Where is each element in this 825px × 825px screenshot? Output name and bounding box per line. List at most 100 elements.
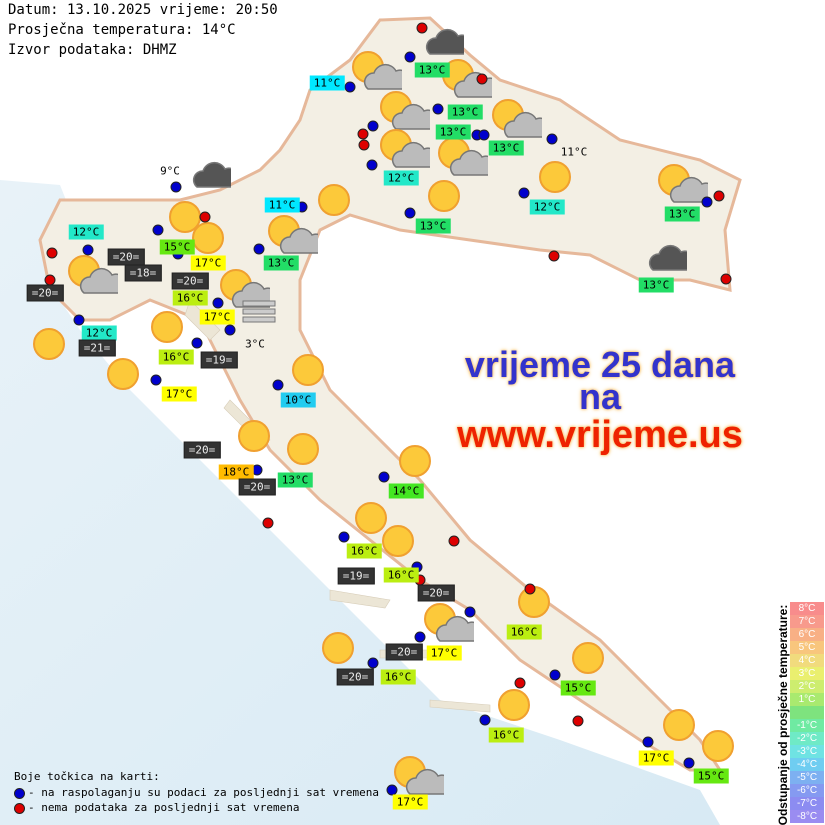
partly-cloudy-icon — [392, 754, 453, 800]
air-temperature-label: 13°C — [447, 104, 483, 120]
station-dot-available[interactable] — [367, 120, 379, 132]
station-dot-available[interactable] — [272, 379, 284, 391]
partly-cloudy-icon — [422, 601, 483, 647]
station-dot-unavailable[interactable] — [448, 535, 460, 547]
scale-step: -6°C — [790, 784, 824, 797]
station-dot-unavailable[interactable] — [357, 128, 369, 140]
station-dot-available[interactable] — [549, 669, 561, 681]
partly-cloudy-icon — [656, 162, 717, 208]
station-dot-available[interactable] — [152, 224, 164, 236]
station-dot-available[interactable] — [73, 314, 85, 326]
station-dot-available[interactable] — [338, 531, 350, 543]
station-dot-available[interactable] — [464, 606, 476, 618]
scale-step — [790, 706, 824, 719]
sun-icon — [106, 357, 140, 395]
air-temperature-label: 15°C — [560, 680, 596, 696]
station-dot-available[interactable] — [518, 187, 530, 199]
average-temperature-line: Prosječna temperatura: 14°C — [8, 22, 236, 38]
scale-step: -7°C — [790, 797, 824, 810]
blue-dot-icon — [14, 787, 25, 799]
partly-cloudy-icon — [436, 135, 497, 181]
station-dot-available[interactable] — [378, 471, 390, 483]
air-temperature-label: 16°C — [383, 567, 419, 583]
sea-temperature-label: =20= — [171, 272, 209, 290]
station-dot-available[interactable] — [386, 784, 398, 796]
station-dot-available[interactable] — [191, 337, 203, 349]
air-temperature-label: 14°C — [388, 483, 424, 499]
air-temperature-label: 12°C — [383, 170, 419, 186]
station-dot-available[interactable] — [150, 374, 162, 386]
sea-temperature-label: =20= — [417, 584, 455, 602]
station-dot-available[interactable] — [367, 657, 379, 669]
partly-cloudy-icon — [378, 89, 439, 135]
station-dot-available[interactable] — [404, 207, 416, 219]
air-temperature-label: 13°C — [435, 124, 471, 140]
station-dot-available[interactable] — [432, 103, 444, 115]
station-dot-unavailable[interactable] — [262, 517, 274, 529]
sun-icon — [354, 501, 388, 539]
station-dot-available[interactable] — [404, 51, 416, 63]
air-temperature-label: 13°C — [263, 255, 299, 271]
sun-icon — [291, 353, 325, 391]
station-dot-available[interactable] — [170, 181, 182, 193]
station-dot-available[interactable] — [479, 714, 491, 726]
sun-icon — [427, 179, 461, 217]
sun-icon — [701, 729, 735, 767]
air-temperature-label: 16°C — [488, 727, 524, 743]
air-temperature-label: 17°C — [161, 386, 197, 402]
station-dot-available[interactable] — [642, 736, 654, 748]
sea-temperature-label: =20= — [385, 643, 423, 661]
station-dot-available[interactable] — [478, 129, 490, 141]
sea-temperature-label: =18= — [124, 264, 162, 282]
scale-step: 3°C — [790, 667, 824, 680]
station-dot-unavailable[interactable] — [416, 22, 428, 34]
station-dot-unavailable[interactable] — [358, 139, 370, 151]
promo-line-2: na — [578, 376, 621, 417]
sea-temperature-label: =20= — [26, 284, 64, 302]
air-temperature-label: 18°C — [218, 464, 254, 480]
station-dot-available[interactable] — [414, 631, 426, 643]
station-dot-available[interactable] — [82, 244, 94, 256]
air-temperature-label: 13°C — [277, 472, 313, 488]
station-dot-unavailable[interactable] — [46, 247, 58, 259]
scale-step: 4°C — [790, 654, 824, 667]
sea-temperature-label: =20= — [336, 668, 374, 686]
red-dot-icon — [14, 802, 25, 814]
station-dot-available[interactable] — [366, 159, 378, 171]
station-dot-available[interactable] — [344, 81, 356, 93]
station-dot-unavailable[interactable] — [476, 73, 488, 85]
legend-label: - na raspolaganju su podaci za posljednj… — [28, 786, 379, 799]
station-dot-unavailable[interactable] — [720, 273, 732, 285]
legend-item-unavailable: - nema podataka za posljednji sat vremen… — [14, 801, 300, 814]
station-dot-unavailable[interactable] — [199, 211, 211, 223]
air-temperature-label: 11°C — [560, 145, 588, 159]
air-temperature-label: 17°C — [392, 794, 428, 810]
partly-cloudy-icon — [378, 127, 439, 173]
sun-icon — [32, 327, 66, 365]
date-time-line: Datum: 13.10.2025 vrijeme: 20:50 — [8, 2, 278, 18]
air-temperature-label: 17°C — [426, 645, 462, 661]
station-dot-available[interactable] — [701, 196, 713, 208]
sun-icon — [381, 524, 415, 562]
scale-step: 5°C — [790, 641, 824, 654]
station-dot-available[interactable] — [683, 757, 695, 769]
air-temperature-label: 15°C — [693, 768, 729, 784]
air-temperature-label: 9°C — [160, 164, 180, 178]
air-temperature-label: 11°C — [264, 197, 300, 213]
station-dot-unavailable[interactable] — [713, 190, 725, 202]
scale-step: -8°C — [790, 810, 824, 823]
station-dot-unavailable[interactable] — [524, 583, 536, 595]
station-dot-available[interactable] — [212, 297, 224, 309]
station-dot-unavailable[interactable] — [548, 250, 560, 262]
station-dot-unavailable[interactable] — [514, 677, 526, 689]
station-dot-available[interactable] — [546, 133, 558, 145]
partly-cloudy-icon — [350, 49, 411, 95]
station-dot-available[interactable] — [253, 243, 265, 255]
sun-icon — [321, 631, 355, 669]
sun-icon — [286, 432, 320, 470]
promo-link[interactable]: www.vrijeme.us — [457, 414, 743, 456]
air-temperature-label: 15°C — [159, 239, 195, 255]
station-dot-unavailable[interactable] — [572, 715, 584, 727]
station-dot-available[interactable] — [224, 324, 236, 336]
